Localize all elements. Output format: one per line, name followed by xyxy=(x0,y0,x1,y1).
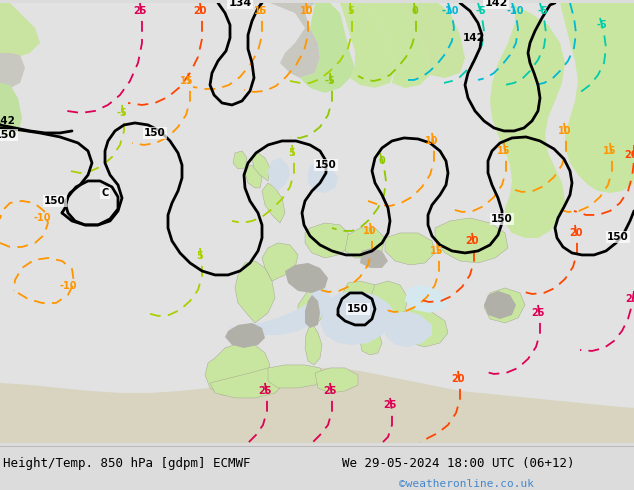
Polygon shape xyxy=(0,83,22,138)
Text: 25: 25 xyxy=(258,386,272,396)
Text: ©weatheronline.co.uk: ©weatheronline.co.uk xyxy=(399,479,534,489)
Text: 20: 20 xyxy=(451,374,465,384)
Text: 10: 10 xyxy=(559,126,572,136)
Text: 142: 142 xyxy=(463,33,485,43)
Polygon shape xyxy=(345,228,385,258)
Text: 142: 142 xyxy=(0,116,16,126)
Polygon shape xyxy=(360,325,382,355)
Polygon shape xyxy=(205,343,270,395)
Polygon shape xyxy=(252,153,270,181)
Polygon shape xyxy=(210,368,285,398)
Text: 134: 134 xyxy=(228,0,252,8)
Polygon shape xyxy=(285,263,328,293)
Polygon shape xyxy=(342,281,385,315)
Polygon shape xyxy=(262,243,298,281)
Text: 25: 25 xyxy=(323,386,337,396)
Text: 150: 150 xyxy=(347,304,369,314)
Polygon shape xyxy=(225,323,265,348)
Text: -5: -5 xyxy=(538,6,548,16)
Text: 25: 25 xyxy=(625,294,634,304)
Text: 150: 150 xyxy=(491,214,513,224)
Polygon shape xyxy=(233,151,247,169)
Polygon shape xyxy=(305,295,320,328)
Polygon shape xyxy=(400,3,465,78)
Text: 25: 25 xyxy=(531,308,545,318)
Text: -10: -10 xyxy=(33,213,51,223)
Text: -10: -10 xyxy=(441,6,459,16)
Text: 25: 25 xyxy=(383,400,397,410)
Text: 150: 150 xyxy=(607,232,629,242)
Text: -10: -10 xyxy=(59,281,77,291)
Text: -5: -5 xyxy=(117,108,127,118)
Text: 15: 15 xyxy=(430,246,444,256)
Polygon shape xyxy=(435,218,508,263)
Polygon shape xyxy=(398,308,448,347)
Polygon shape xyxy=(560,3,634,193)
Polygon shape xyxy=(360,248,388,268)
Polygon shape xyxy=(245,165,262,188)
Polygon shape xyxy=(320,291,395,345)
Text: 142: 142 xyxy=(484,0,508,8)
Polygon shape xyxy=(308,163,338,193)
Polygon shape xyxy=(305,323,322,365)
Polygon shape xyxy=(228,288,330,335)
Polygon shape xyxy=(484,288,525,323)
Polygon shape xyxy=(0,368,634,443)
Text: -5: -5 xyxy=(476,6,486,16)
Text: 150: 150 xyxy=(144,128,166,138)
Text: 10: 10 xyxy=(425,136,439,146)
Text: -5: -5 xyxy=(325,76,335,86)
Text: 25: 25 xyxy=(133,6,146,16)
Polygon shape xyxy=(385,311,432,347)
Polygon shape xyxy=(235,261,275,323)
Text: 15: 15 xyxy=(603,146,617,156)
Text: 10: 10 xyxy=(301,6,314,16)
Text: -5: -5 xyxy=(597,20,607,30)
Polygon shape xyxy=(268,365,325,388)
Text: 0: 0 xyxy=(378,156,385,166)
Text: 20: 20 xyxy=(569,228,583,238)
Polygon shape xyxy=(490,3,565,238)
Text: We 29-05-2024 18:00 UTC (06+12): We 29-05-2024 18:00 UTC (06+12) xyxy=(342,457,575,469)
Polygon shape xyxy=(300,3,355,93)
Polygon shape xyxy=(268,158,290,191)
Text: 20: 20 xyxy=(465,236,479,246)
Text: 20: 20 xyxy=(193,6,207,16)
Polygon shape xyxy=(270,3,320,78)
Text: 10: 10 xyxy=(363,226,377,236)
Polygon shape xyxy=(484,291,516,319)
Text: 5: 5 xyxy=(288,148,295,158)
Polygon shape xyxy=(310,288,330,311)
Text: 15: 15 xyxy=(497,146,511,156)
Polygon shape xyxy=(0,3,40,58)
Text: 150: 150 xyxy=(0,130,16,140)
Text: 20: 20 xyxy=(624,150,634,160)
Text: 5: 5 xyxy=(347,6,354,16)
Text: C: C xyxy=(101,188,108,198)
Text: 15: 15 xyxy=(254,6,268,16)
Polygon shape xyxy=(340,3,395,88)
Text: Height/Temp. 850 hPa [gdpm] ECMWF: Height/Temp. 850 hPa [gdpm] ECMWF xyxy=(3,457,250,469)
Text: 150: 150 xyxy=(44,196,66,206)
Text: 0: 0 xyxy=(411,6,418,16)
Polygon shape xyxy=(372,281,408,318)
Polygon shape xyxy=(385,233,435,265)
Text: 5: 5 xyxy=(197,251,204,261)
Polygon shape xyxy=(298,288,325,325)
Text: 150: 150 xyxy=(315,160,337,170)
Polygon shape xyxy=(305,223,350,258)
Polygon shape xyxy=(262,183,285,223)
Text: 15: 15 xyxy=(180,76,194,86)
Polygon shape xyxy=(370,3,430,88)
Polygon shape xyxy=(405,285,448,313)
Text: -10: -10 xyxy=(507,6,524,16)
Polygon shape xyxy=(315,368,358,393)
Polygon shape xyxy=(0,53,25,88)
